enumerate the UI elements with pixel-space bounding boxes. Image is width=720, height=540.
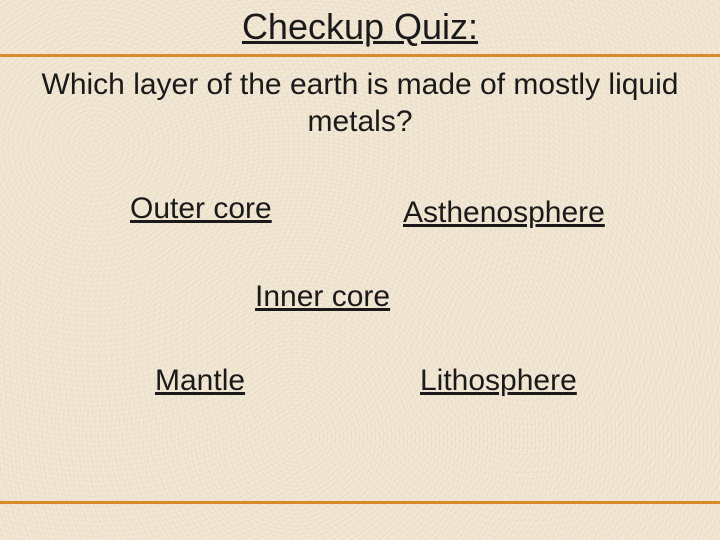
options-area: Outer core Asthenosphere Inner core Mant… — [0, 140, 720, 460]
option-mantle[interactable]: Mantle — [155, 364, 245, 398]
quiz-question: Which layer of the earth is made of most… — [0, 57, 720, 140]
option-outer-core[interactable]: Outer core — [130, 192, 272, 226]
option-lithosphere[interactable]: Lithosphere — [420, 364, 577, 398]
page-title: Checkup Quiz: — [0, 0, 720, 50]
option-inner-core[interactable]: Inner core — [255, 280, 390, 314]
divider-bottom — [0, 501, 720, 504]
option-asthenosphere[interactable]: Asthenosphere — [403, 196, 605, 230]
